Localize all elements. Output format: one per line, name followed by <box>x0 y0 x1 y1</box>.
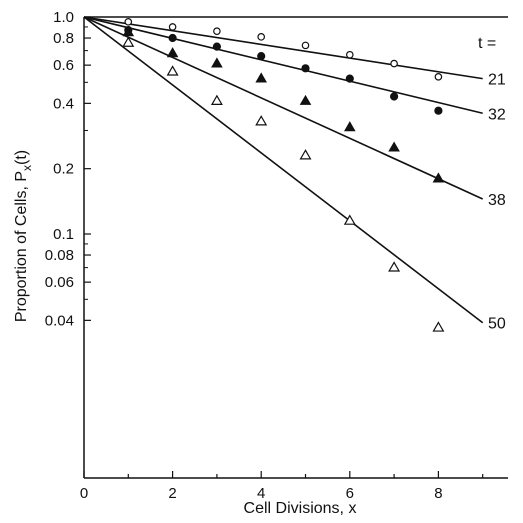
x-tick-label: 8 <box>434 485 442 502</box>
series-label-t-38: 38 <box>488 192 506 209</box>
point-t-38 <box>343 121 356 132</box>
point-t-21 <box>345 50 354 59</box>
point-t-32 <box>301 64 310 73</box>
point-t-38 <box>299 94 312 105</box>
point-t-38 <box>122 26 135 37</box>
y-tick-label: 0.4 <box>53 95 74 112</box>
y-axis-title-subscript: x <box>20 165 34 171</box>
fit-lines <box>83 16 484 324</box>
y-tick-label: 0.08 <box>45 247 74 264</box>
point-t-38 <box>255 72 268 83</box>
series-label-t-50: 50 <box>488 316 506 333</box>
x-tick-label: 2 <box>168 485 176 502</box>
fit-line-t-50 <box>83 16 484 324</box>
point-t-38 <box>432 172 445 183</box>
plot-frame <box>83 16 508 479</box>
point-t-32 <box>390 92 399 101</box>
point-t-21 <box>257 33 266 41</box>
point-t-50 <box>432 321 445 332</box>
point-t-50 <box>299 149 312 160</box>
data-points <box>122 18 445 332</box>
point-t-38 <box>166 47 179 58</box>
y-axis-title-tail: (t) <box>13 150 30 165</box>
point-t-50 <box>210 94 223 106</box>
point-t-32 <box>212 42 221 51</box>
y-tick-label: 0.06 <box>45 274 74 291</box>
fit-line-t-32 <box>83 16 483 115</box>
point-t-21 <box>301 41 310 50</box>
x-tick-label: 0 <box>80 485 88 502</box>
point-t-50 <box>166 65 179 76</box>
series-label-t-21: 21 <box>488 72 506 89</box>
legend-title: t = <box>478 35 496 52</box>
y-tick-labels: 1.0 0.8 0.6 0.4 0.2 0.1 0.08 0.06 0.04 <box>45 9 74 329</box>
point-t-50 <box>122 36 135 47</box>
series-label-t-32: 32 <box>488 106 506 123</box>
x-tick-label: 4 <box>257 485 265 502</box>
point-t-38 <box>388 141 400 152</box>
series-labels: 21 32 38 50 <box>488 72 506 333</box>
y-tick-label: 0.6 <box>53 57 74 74</box>
y-axis-title-main: Proportion of Cells, P <box>13 171 30 322</box>
point-t-32 <box>434 106 443 115</box>
y-tick-label: 0.1 <box>53 226 74 243</box>
point-t-32 <box>257 52 266 61</box>
x-tick-labels: 0 2 4 6 8 <box>80 485 443 502</box>
tick-marks <box>83 16 484 478</box>
point-t-21 <box>213 27 221 36</box>
fit-line-t-38 <box>83 16 484 200</box>
point-t-21 <box>168 23 177 31</box>
point-t-50 <box>255 115 268 126</box>
x-tick-label: 6 <box>346 485 354 502</box>
point-t-21 <box>124 18 133 26</box>
y-tick-label: 0.04 <box>45 312 74 329</box>
point-t-21 <box>434 73 443 81</box>
point-t-50 <box>388 261 401 272</box>
y-tick-label: 0.8 <box>53 30 74 47</box>
point-t-50 <box>343 214 356 225</box>
x-axis-title-text: Cell Divisions, x <box>244 500 357 517</box>
y-axis-title: Proportion of Cells, Px(t) <box>13 150 34 322</box>
x-axis-title: Cell Divisions, x <box>244 500 357 517</box>
y-tick-label: 1.0 <box>53 9 74 26</box>
fit-line-t-21 <box>83 16 483 80</box>
point-t-21 <box>390 59 398 68</box>
point-t-38 <box>211 57 223 68</box>
y-tick-label: 0.2 <box>53 161 74 178</box>
point-t-32 <box>345 74 354 83</box>
point-t-32 <box>168 33 177 43</box>
